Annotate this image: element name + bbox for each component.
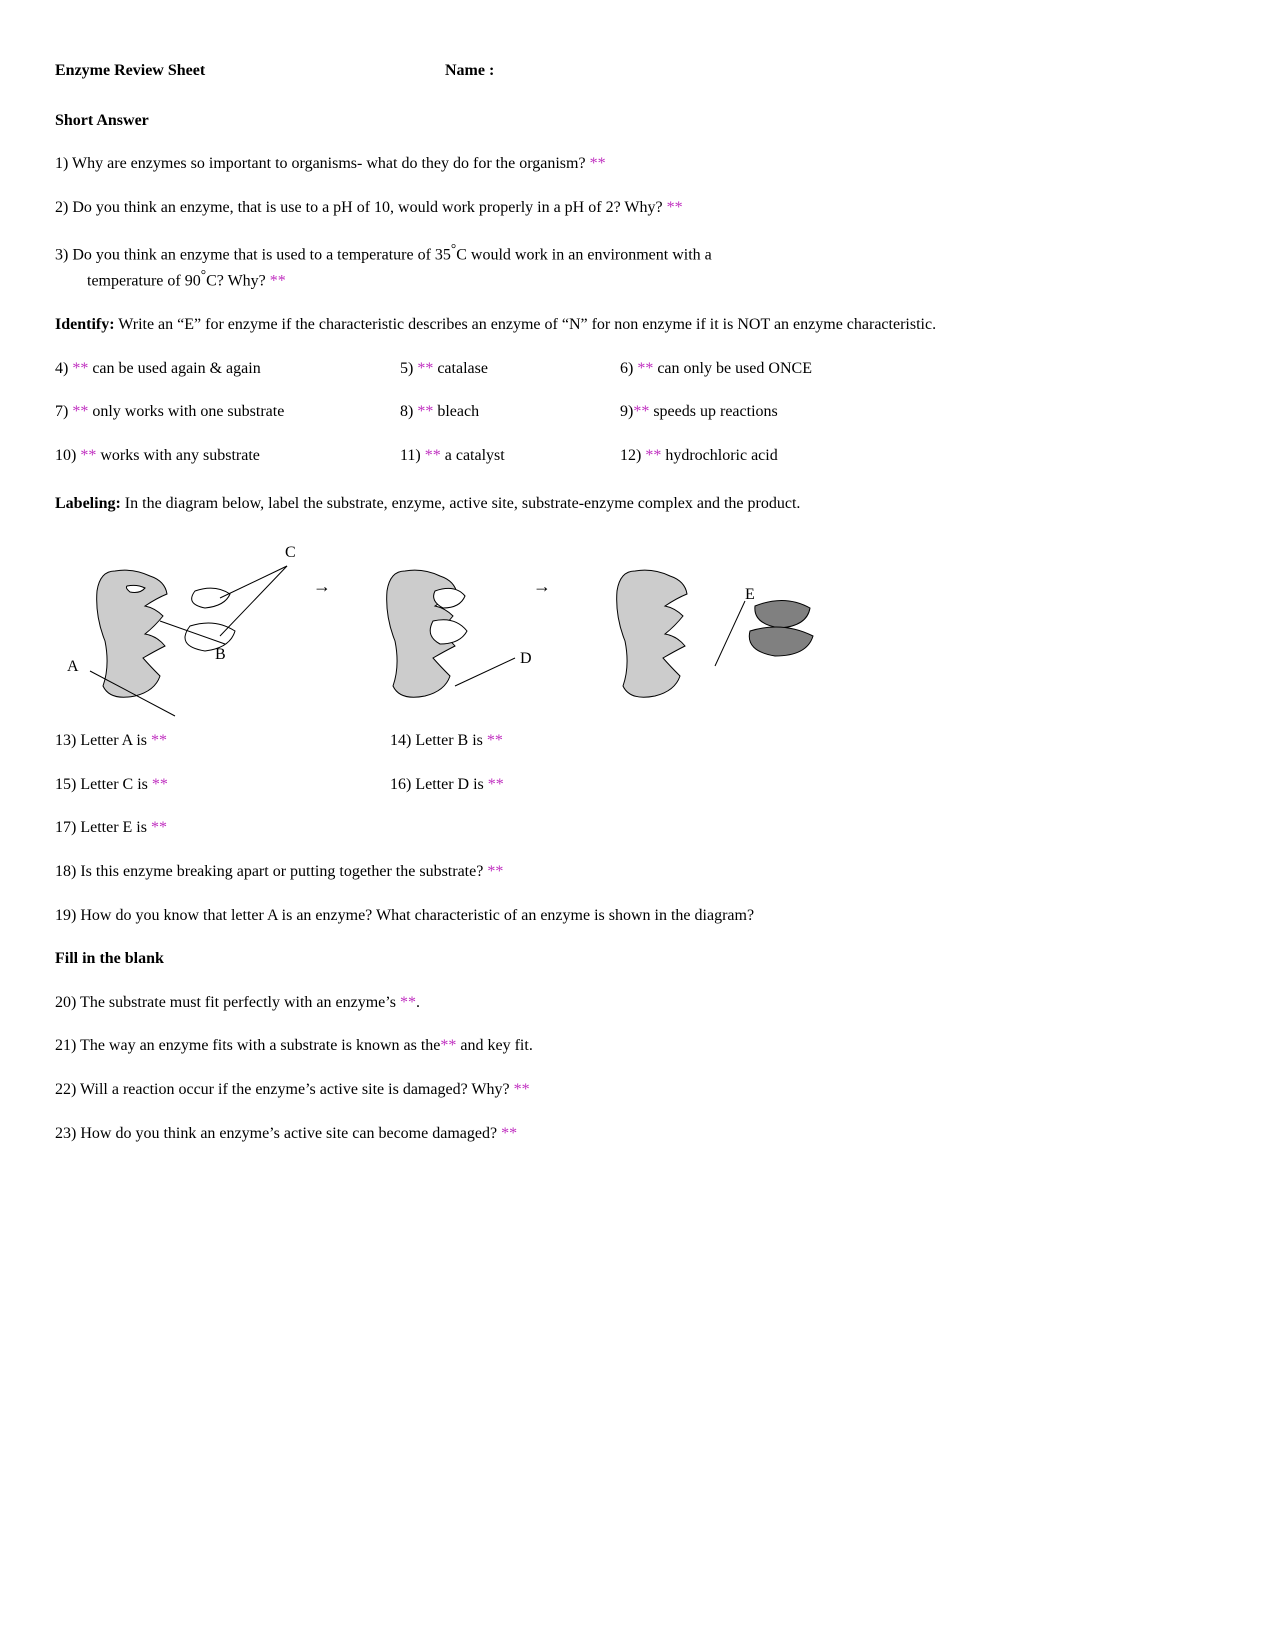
identify-grid: 4) ** can be used again & again 5) ** ca… [55,358,1220,467]
worksheet-title: Enzyme Review Sheet [55,60,445,82]
answer-mark: ** [645,447,661,464]
answer-mark: ** [487,732,503,749]
arrow-icon: → [533,574,551,598]
identify-item: 10) ** works with any substrate [55,445,400,467]
question-1: 1) Why are enzymes so important to organ… [55,153,1220,175]
identify-item: 11) ** a catalyst [400,445,620,467]
diagram-label-a: A [67,656,79,678]
question-13: 13) Letter A is ** [55,730,390,752]
q2-text: 2) Do you think an enzyme, that is use t… [55,199,667,216]
answer-mark: ** [417,360,433,377]
identify-item: 8) ** bleach [400,401,620,423]
question-23: 23) How do you think an enzyme’s active … [55,1123,1220,1145]
identify-item: 5) ** catalase [400,358,620,380]
q3-text-b: C would work in an environment with a [456,247,712,264]
answer-mark: ** [425,447,441,464]
diagram-label-c: C [285,542,296,564]
answer-mark: ** [667,199,683,216]
question-21: 21) The way an enzyme fits with a substr… [55,1035,1220,1057]
short-answer-heading: Short Answer [55,110,1220,132]
diagram-label-b: B [215,644,226,666]
question-19: 19) How do you know that letter A is an … [55,905,1220,927]
question-22: 22) Will a reaction occur if the enzyme’… [55,1079,1220,1101]
diagram-svg [55,536,875,726]
answer-mark: ** [151,819,167,836]
identify-rest: Write an “E” for enzyme if the character… [115,316,937,333]
labeling-instructions: Labeling: In the diagram below, label th… [55,493,1220,515]
question-17: 17) Letter E is ** [55,817,1220,839]
diagram-label-d: D [520,648,532,670]
worksheet-header: Enzyme Review Sheet Name : [55,60,1220,82]
answer-mark: ** [151,732,167,749]
enzyme-diagram: C → → A B D E [55,536,875,726]
identify-instructions: Identify: Write an “E” for enzyme if the… [55,314,1220,336]
answer-mark: ** [501,1125,517,1142]
identify-lead: Identify: [55,316,115,333]
answer-mark: ** [72,360,88,377]
answer-mark: ** [487,863,503,880]
q3-text-d: C? Why? [206,273,270,290]
answer-mark: ** [80,447,96,464]
question-3: 3) Do you think an enzyme that is used t… [55,240,1220,292]
identify-item: 6) ** can only be used ONCE [620,358,1220,380]
identify-item: 12) ** hydrochloric acid [620,445,1220,467]
question-15: 15) Letter C is ** [55,774,390,796]
arrow-icon: → [313,574,331,598]
answer-mark: ** [637,360,653,377]
question-14: 14) Letter B is ** [390,730,1220,752]
question-2: 2) Do you think an enzyme, that is use t… [55,197,1220,219]
answer-mark: ** [417,403,433,420]
answer-mark: ** [400,994,416,1011]
labeling-rest: In the diagram below, label the substrat… [121,495,801,512]
identify-item: 4) ** can be used again & again [55,358,400,380]
q3-text-c: temperature of 90 [87,273,201,290]
diagram-label-e: E [745,584,755,606]
fill-blank-heading: Fill in the blank [55,948,1220,970]
question-18: 18) Is this enzyme breaking apart or put… [55,861,1220,883]
question-16: 16) Letter D is ** [390,774,1220,796]
identify-item: 7) ** only works with one substrate [55,401,400,423]
q3-text-a: 3) Do you think an enzyme that is used t… [55,247,451,264]
answer-mark: ** [590,155,606,172]
answer-mark: ** [440,1037,456,1054]
answer-mark: ** [514,1081,530,1098]
answer-mark: ** [72,403,88,420]
question-row-15-16: 15) Letter C is ** 16) Letter D is ** [55,774,1220,796]
labeling-lead: Labeling: [55,495,121,512]
answer-mark: ** [152,776,168,793]
q1-text: 1) Why are enzymes so important to organ… [55,155,590,172]
name-label: Name : [445,60,494,82]
answer-mark: ** [488,776,504,793]
question-row-13-14: 13) Letter A is ** 14) Letter B is ** [55,730,1220,752]
identify-item: 9)** speeds up reactions [620,401,1220,423]
question-20: 20) The substrate must fit perfectly wit… [55,992,1220,1014]
answer-mark: ** [270,273,286,290]
answer-mark: ** [633,403,649,420]
